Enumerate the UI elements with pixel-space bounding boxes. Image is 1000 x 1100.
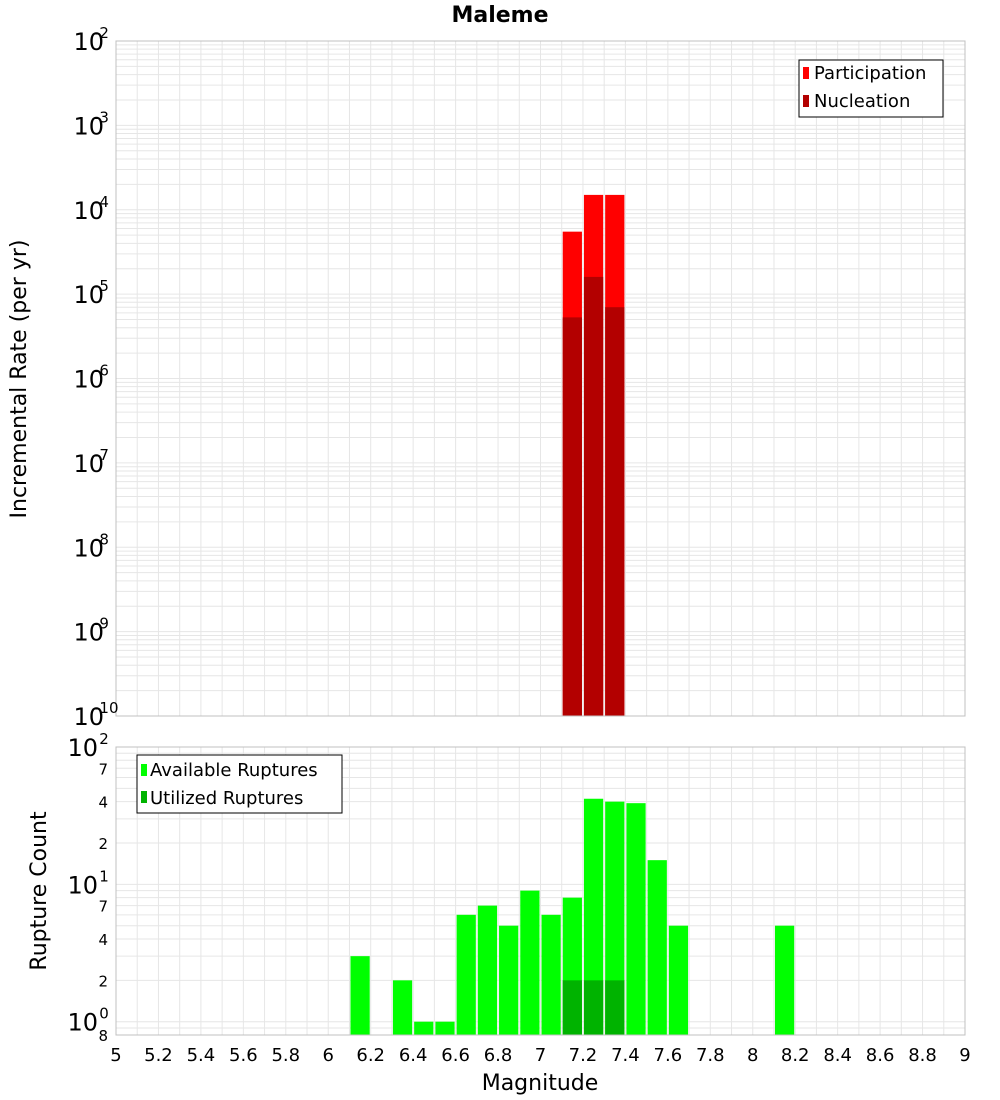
- x-axis-label: Magnitude: [482, 1071, 599, 1096]
- available-ruptures-bar: [774, 925, 795, 1035]
- nucleation-bar: [562, 317, 582, 716]
- available-ruptures-bar: [499, 925, 519, 1035]
- y-tick-label: 10: [73, 112, 104, 140]
- y-tick-exponent: -8: [94, 530, 109, 548]
- available-ruptures-bar: [456, 914, 476, 1035]
- y-tick-label: 10: [73, 366, 104, 394]
- legend-available-swatch: [141, 764, 147, 776]
- y-tick-label: 10: [73, 197, 104, 225]
- x-tick-label: 8: [747, 1045, 758, 1066]
- y-tick-label: 10: [67, 734, 98, 762]
- y-tick-exponent: -2: [94, 24, 109, 42]
- utilized-ruptures-bar: [605, 980, 625, 1035]
- x-tick-label: 5.2: [144, 1045, 173, 1066]
- x-tick-label: 6.6: [441, 1045, 470, 1066]
- top-plot-bars: [562, 194, 625, 716]
- available-ruptures-bar: [647, 860, 667, 1035]
- x-tick-label: 8.6: [866, 1045, 895, 1066]
- y-tick-exponent: -5: [94, 277, 109, 295]
- chart-title: Maleme: [451, 3, 548, 28]
- utilized-ruptures-bar: [562, 980, 582, 1035]
- y-tick-label: 2: [98, 835, 108, 853]
- available-ruptures-bar: [626, 803, 646, 1035]
- y-tick-label: 10: [73, 281, 104, 309]
- bottom-legend-box: [136, 754, 343, 814]
- y-tick-exponent: -9: [94, 615, 109, 633]
- y-tick-label: 10: [73, 28, 104, 56]
- available-ruptures-bar: [477, 905, 498, 1035]
- y-tick-label: 2: [98, 972, 108, 990]
- y-tick-exponent: 1: [99, 867, 109, 885]
- x-tick-label: 8.4: [823, 1045, 852, 1066]
- y-tick-label: 4: [98, 794, 108, 812]
- y-tick-exponent: -3: [94, 108, 109, 126]
- legend-available-label: Available Ruptures: [150, 760, 318, 781]
- y-tick-label: 10: [73, 450, 104, 478]
- x-tick-label: 5.6: [229, 1045, 258, 1066]
- x-tick-label: 9: [959, 1045, 970, 1066]
- legend-participation-swatch: [803, 67, 809, 79]
- legend-participation-label: Participation: [814, 63, 926, 84]
- legend-utilized-swatch: [141, 791, 147, 803]
- x-tick-label: 8.8: [908, 1045, 937, 1066]
- bottom-legend: Available Ruptures Utilized Ruptures: [136, 754, 343, 814]
- x-tick-label: 6: [323, 1045, 334, 1066]
- x-tick-label: 7.2: [569, 1045, 598, 1066]
- y-tick-exponent: -6: [94, 362, 109, 380]
- legend-nucleation-label: Nucleation: [814, 91, 910, 112]
- x-tick-label: 7.4: [611, 1045, 640, 1066]
- x-tick-labels: 5 5.2 5.4 5.6 5.8 6 6.2 6.4 6.6 6.8 7 7.2 7.4 7.6 7.8 8…: [110, 1045, 970, 1066]
- y-tick-label: 10: [73, 534, 104, 562]
- available-ruptures-bar: [541, 914, 561, 1035]
- x-tick-label: 5.4: [187, 1045, 216, 1066]
- top-y-axis-label: Incremental Rate (per yr): [7, 240, 32, 519]
- bottom-plot-bars: [350, 798, 795, 1035]
- top-y-ticks: 10-210-310-410-510-610-710-810-910-10: [73, 24, 118, 731]
- y-tick-label: 10: [73, 703, 104, 731]
- nucleation-bar: [583, 276, 604, 716]
- y-tick-label: 10: [73, 619, 104, 647]
- x-tick-label: 8.2: [781, 1045, 810, 1066]
- x-tick-label: 6.2: [356, 1045, 385, 1066]
- y-tick-label: 7: [98, 760, 108, 778]
- x-tick-label: 6.4: [399, 1045, 428, 1066]
- top-legend-box: [798, 59, 944, 118]
- x-tick-label: 7.8: [696, 1045, 725, 1066]
- available-ruptures-bar: [583, 798, 604, 1035]
- y-tick-exponent: -4: [94, 193, 109, 211]
- y-tick-label: 4: [98, 931, 108, 949]
- y-tick-exponent: -7: [94, 446, 109, 464]
- x-tick-label: 5: [110, 1045, 121, 1066]
- available-ruptures-bar: [414, 1021, 434, 1035]
- top-legend: Participation Nucleation: [798, 59, 944, 118]
- top-plot-grid: [115, 41, 966, 717]
- y-tick-label: 10: [67, 1009, 98, 1037]
- y-tick-label: 10: [67, 871, 98, 899]
- y-tick-exponent: -10: [94, 699, 119, 717]
- y-tick-exponent: 0: [99, 1005, 109, 1023]
- top-plot-frame: [115, 40, 966, 717]
- available-ruptures-bar: [520, 890, 540, 1035]
- x-tick-label: 6.8: [484, 1045, 513, 1066]
- legend-nucleation-swatch: [803, 95, 809, 107]
- legend-utilized-label: Utilized Ruptures: [150, 788, 303, 809]
- y-tick-label: 8: [98, 1027, 108, 1045]
- available-ruptures-bar: [435, 1021, 455, 1035]
- x-tick-label: 5.8: [271, 1045, 300, 1066]
- available-ruptures-bar: [350, 956, 370, 1035]
- available-ruptures-bar: [605, 801, 625, 1035]
- x-tick-label: 7.6: [654, 1045, 683, 1066]
- available-ruptures-bar: [392, 980, 413, 1035]
- bottom-plot-frame: [115, 746, 966, 1036]
- nucleation-bar: [605, 307, 625, 716]
- x-tick-label: 7: [535, 1045, 546, 1066]
- y-tick-label: 7: [98, 898, 108, 916]
- available-ruptures-bar: [668, 925, 689, 1035]
- bottom-y-axis-label: Rupture Count: [27, 811, 52, 971]
- y-tick-exponent: 2: [99, 730, 109, 748]
- utilized-ruptures-bar: [583, 980, 604, 1035]
